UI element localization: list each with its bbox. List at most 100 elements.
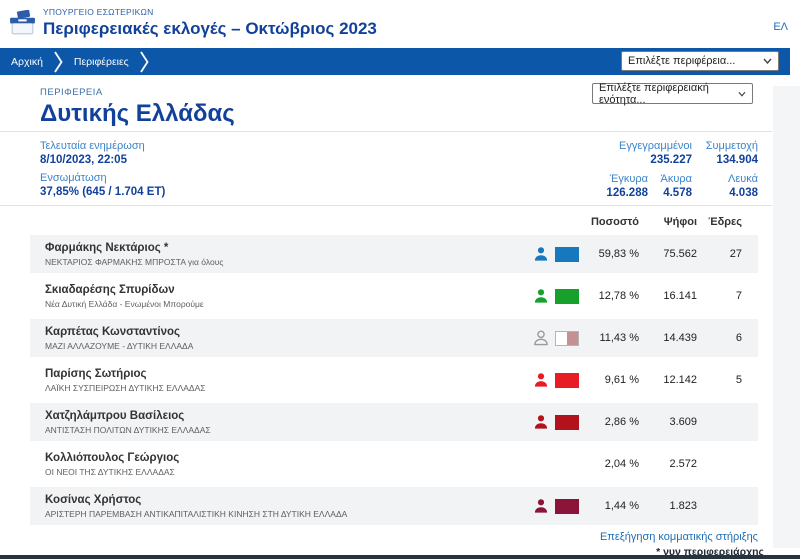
percent-value: 2,04 % (604, 458, 639, 470)
votes-value: 16.141 (663, 290, 697, 302)
seats-value: 5 (735, 374, 742, 386)
result-row[interactable]: Κοσίνας Χρήστος ΑΡΙΣΤΕΡΗ ΠΑΡΕΜΒΑΣΗ ΑΝΤΙΚ… (30, 487, 758, 525)
result-row[interactable]: Σκιαδαρέσης Σπυρίδων Νέα Δυτική Ελλάδα -… (30, 277, 758, 315)
invalid-label: Άκυρα (660, 173, 692, 185)
breadcrumb-home[interactable]: Αρχική (11, 55, 43, 68)
candidate-cell: Παρίσης Σωτήριος ΛΑΪΚΗ ΣΥΣΠΕΙΡΩΣΗ ΔΥΤΙΚΗ… (45, 368, 501, 393)
party-color-swatch (555, 372, 579, 388)
party-icon-cell (501, 288, 579, 304)
valid-value: 126.288 (606, 187, 648, 199)
result-row[interactable]: Χατζηλάμπρου Βασίλειος ΑΝΤΙΣΤΑΣΗ ΠΟΛΙΤΩΝ… (30, 403, 758, 441)
seats-value: 7 (735, 290, 742, 302)
candidate-name: Σκιαδαρέσης Σπυρίδων (45, 283, 175, 296)
last-update-value: 8/10/2023, 22:05 (40, 154, 127, 166)
regional-unit-select-value: Επιλέξτε περιφερειακή ενότητα... (599, 81, 709, 106)
update-stats: Τελευταία ενημέρωση 8/10/2023, 22:05 Ενσ… (40, 140, 165, 198)
turnout-label: Συμμετοχή (705, 140, 758, 152)
chevron-down-icon (763, 58, 772, 64)
divider (0, 205, 772, 206)
blank-value: 4.038 (729, 187, 758, 199)
results-rows: Φαρμάκης Νεκτάριος * ΝΕΚΤΑΡΙΟΣ ΦΑΡΜΑΚΗΣ … (0, 235, 800, 525)
integration-label: Ενσωμάτωση (40, 172, 107, 184)
ministry-label: ΥΠΟΥΡΓΕΙΟ ΕΣΩΤΕΡΙΚΩΝ (43, 7, 154, 17)
votes-value: 2.572 (669, 458, 697, 470)
region-name: Δυτικής Ελλάδας (40, 100, 235, 127)
breadcrumb: Αρχική Περιφέρειες Επιλέξτε περιφέρεια..… (0, 48, 790, 75)
invalid-value: 4.578 (663, 187, 692, 199)
result-row[interactable]: Κολλιόπουλος Γεώργιος ΟΙ ΝΕΟΙ ΤΗΣ ΔΥΤΙΚΗ… (30, 445, 758, 483)
registered-stat: Εγγεγραμμένοι 235.227 (619, 140, 692, 166)
registered-value: 235.227 (650, 154, 692, 166)
percent-value: 12,78 % (598, 290, 639, 302)
person-icon (534, 415, 548, 429)
person-icon (534, 289, 548, 303)
language-switcher[interactable]: ΕΛ (773, 21, 788, 33)
votes-value: 1.823 (669, 500, 697, 512)
blank-label: Λευκά (728, 173, 758, 185)
footer-bar (0, 555, 800, 559)
result-row[interactable]: Φαρμάκης Νεκτάριος * ΝΕΚΤΑΡΙΟΣ ΦΑΡΜΑΚΗΣ … (30, 235, 758, 273)
regional-unit-select[interactable]: Επιλέξτε περιφερειακή ενότητα... (592, 81, 753, 106)
percent-value: 2,86 % (604, 416, 639, 428)
candidate-name: Χατζηλάμπρου Βασίλειος (45, 409, 185, 422)
party-icon-cell (501, 372, 579, 388)
seats-value: 6 (735, 332, 742, 344)
breadcrumb-regions[interactable]: Περιφέρειες (73, 55, 129, 68)
result-row[interactable]: Καρπέτας Κωνσταντίνος ΜΑΖΙ ΑΛΛΑΖΟΥΜΕ - Δ… (30, 319, 758, 357)
ballot-box-icon (10, 9, 35, 35)
chevron-down-icon (738, 91, 746, 97)
region-heading: ΠΕΡΙΦΕΡΕΙΑ Δυτικής Ελλάδας Επιλέξτε περι… (0, 75, 800, 131)
candidate-party: Νέα Δυτική Ελλάδα - Ενωμένοι Μπορούμε (45, 298, 204, 309)
candidate-party: ΛΑΪΚΗ ΣΥΣΠΕΙΡΩΣΗ ΔΥΤΙΚΗΣ ΕΛΛΑΔΑΣ (45, 382, 206, 393)
candidate-cell: Χατζηλάμπρου Βασίλειος ΑΝΤΙΣΤΑΣΗ ΠΟΛΙΤΩΝ… (45, 410, 501, 435)
turnout-value: 134.904 (716, 154, 758, 166)
results-table: Ποσοστό Ψήφοι Έδρες Φαρμάκης Νεκτάριος *… (0, 216, 800, 525)
candidate-name: Παρίσης Σωτήριος (45, 367, 147, 380)
votes-value: 75.562 (663, 248, 697, 260)
party-icon-cell (501, 498, 579, 514)
seats-column-header: Έδρες (708, 216, 742, 228)
candidate-cell: Σκιαδαρέσης Σπυρίδων Νέα Δυτική Ελλάδα -… (45, 284, 501, 309)
region-select-value: Επιλέξτε περιφέρεια... (628, 55, 736, 67)
candidate-party: ΜΑΖΙ ΑΛΛΑΖΟΥΜΕ - ΔΥΤΙΚΗ ΕΛΛΑΔΑ (45, 340, 194, 351)
person-icon (534, 330, 548, 346)
percent-value: 9,61 % (604, 374, 639, 386)
result-row[interactable]: Παρίσης Σωτήριος ΛΑΪΚΗ ΣΥΣΠΕΙΡΩΣΗ ΔΥΤΙΚΗ… (30, 361, 758, 399)
party-color-swatch (555, 246, 579, 262)
candidate-cell: Καρπέτας Κωνσταντίνος ΜΑΖΙ ΑΛΛΑΖΟΥΜΕ - Δ… (45, 326, 501, 351)
candidate-name: Κοσίνας Χρήστος (45, 493, 142, 506)
results-header-row: Ποσοστό Ψήφοι Έδρες (30, 216, 758, 228)
candidate-cell: Κοσίνας Χρήστος ΑΡΙΣΤΕΡΗ ΠΑΡΕΜΒΑΣΗ ΑΝΤΙΚ… (45, 494, 501, 519)
candidate-party: ΑΝΤΙΣΤΑΣΗ ΠΟΛΙΤΩΝ ΔΥΤΙΚΗΣ ΕΛΛΑΔΑΣ (45, 424, 211, 435)
candidate-party: ΟΙ ΝΕΟΙ ΤΗΣ ΔΥΤΙΚΗΣ ΕΛΛΑΔΑΣ (45, 466, 175, 477)
candidate-party: ΑΡΙΣΤΕΡΗ ΠΑΡΕΜΒΑΣΗ ΑΝΤΙΚΑΠΙΤΑΛΙΣΤΙΚΗ ΚΙΝ… (45, 508, 348, 519)
page-title: Περιφερειακές εκλογές – Οκτώβριος 2023 (43, 19, 377, 38)
region-select[interactable]: Επιλέξτε περιφέρεια... (621, 51, 779, 71)
blank-stat: Λευκά 4.038 (728, 173, 758, 199)
person-icon (534, 499, 548, 513)
candidate-name: Καρπέτας Κωνσταντίνος (45, 325, 180, 338)
chevron-right-icon (54, 51, 63, 72)
chevron-right-icon (139, 51, 149, 72)
percent-column-header: Ποσοστό (590, 216, 639, 228)
votes-value: 14.439 (663, 332, 697, 344)
party-icon-cell (501, 246, 579, 262)
party-color-swatch (555, 498, 579, 514)
party-support-legend-link[interactable]: Επεξήγηση κομματικής στήριξης (599, 531, 758, 543)
last-update-label: Τελευταία ενημέρωση (40, 140, 145, 152)
ballot-box-logo[interactable] (8, 9, 37, 39)
page-gutter (773, 86, 800, 548)
party-icon-cell (501, 414, 579, 430)
app-header: ΥΠΟΥΡΓΕΙΟ ΕΣΩΤΕΡΙΚΩΝ Περιφερειακές εκλογ… (0, 0, 800, 48)
candidate-cell: Φαρμάκης Νεκτάριος * ΝΕΚΤΑΡΙΟΣ ΦΑΡΜΑΚΗΣ … (45, 242, 501, 267)
stats-section: Τελευταία ενημέρωση 8/10/2023, 22:05 Ενσ… (0, 139, 758, 205)
invalid-stat: Άκυρα 4.578 (661, 173, 692, 199)
party-color-swatch (555, 330, 579, 346)
registered-label: Εγγεγραμμένοι (619, 140, 692, 152)
percent-value: 59,83 % (598, 248, 639, 260)
header-titles: ΥΠΟΥΡΓΕΙΟ ΕΣΩΤΕΡΙΚΩΝ Περιφερειακές εκλογ… (43, 7, 377, 39)
divider (0, 131, 772, 132)
votes-value: 3.609 (669, 416, 697, 428)
party-icon-cell (501, 330, 579, 346)
